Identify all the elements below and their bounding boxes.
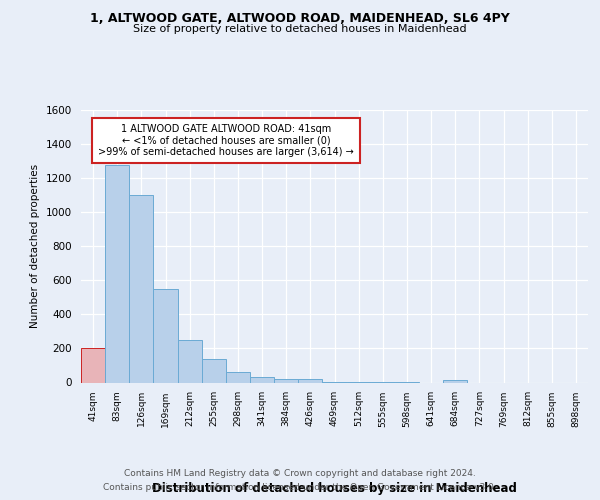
Bar bbox=[154, 289, 178, 382]
X-axis label: Distribution of detached houses by size in Maidenhead: Distribution of detached houses by size … bbox=[152, 482, 517, 495]
Bar bbox=[226, 372, 250, 382]
Bar bbox=[129, 195, 154, 382]
Bar bbox=[274, 379, 298, 382]
Bar bbox=[81, 348, 105, 382]
Bar bbox=[298, 379, 322, 382]
Text: 1, ALTWOOD GATE, ALTWOOD ROAD, MAIDENHEAD, SL6 4PY: 1, ALTWOOD GATE, ALTWOOD ROAD, MAIDENHEA… bbox=[90, 12, 510, 26]
Bar bbox=[178, 340, 202, 382]
Text: Contains HM Land Registry data © Crown copyright and database right 2024.: Contains HM Land Registry data © Crown c… bbox=[124, 468, 476, 477]
Bar bbox=[443, 380, 467, 382]
Bar bbox=[202, 358, 226, 382]
Text: Contains public sector information licensed under the Open Government Licence v3: Contains public sector information licen… bbox=[103, 484, 497, 492]
Bar bbox=[105, 164, 129, 382]
Bar bbox=[250, 376, 274, 382]
Text: Size of property relative to detached houses in Maidenhead: Size of property relative to detached ho… bbox=[133, 24, 467, 34]
Text: 1 ALTWOOD GATE ALTWOOD ROAD: 41sqm
← <1% of detached houses are smaller (0)
>99%: 1 ALTWOOD GATE ALTWOOD ROAD: 41sqm ← <1%… bbox=[98, 124, 354, 157]
Y-axis label: Number of detached properties: Number of detached properties bbox=[30, 164, 40, 328]
